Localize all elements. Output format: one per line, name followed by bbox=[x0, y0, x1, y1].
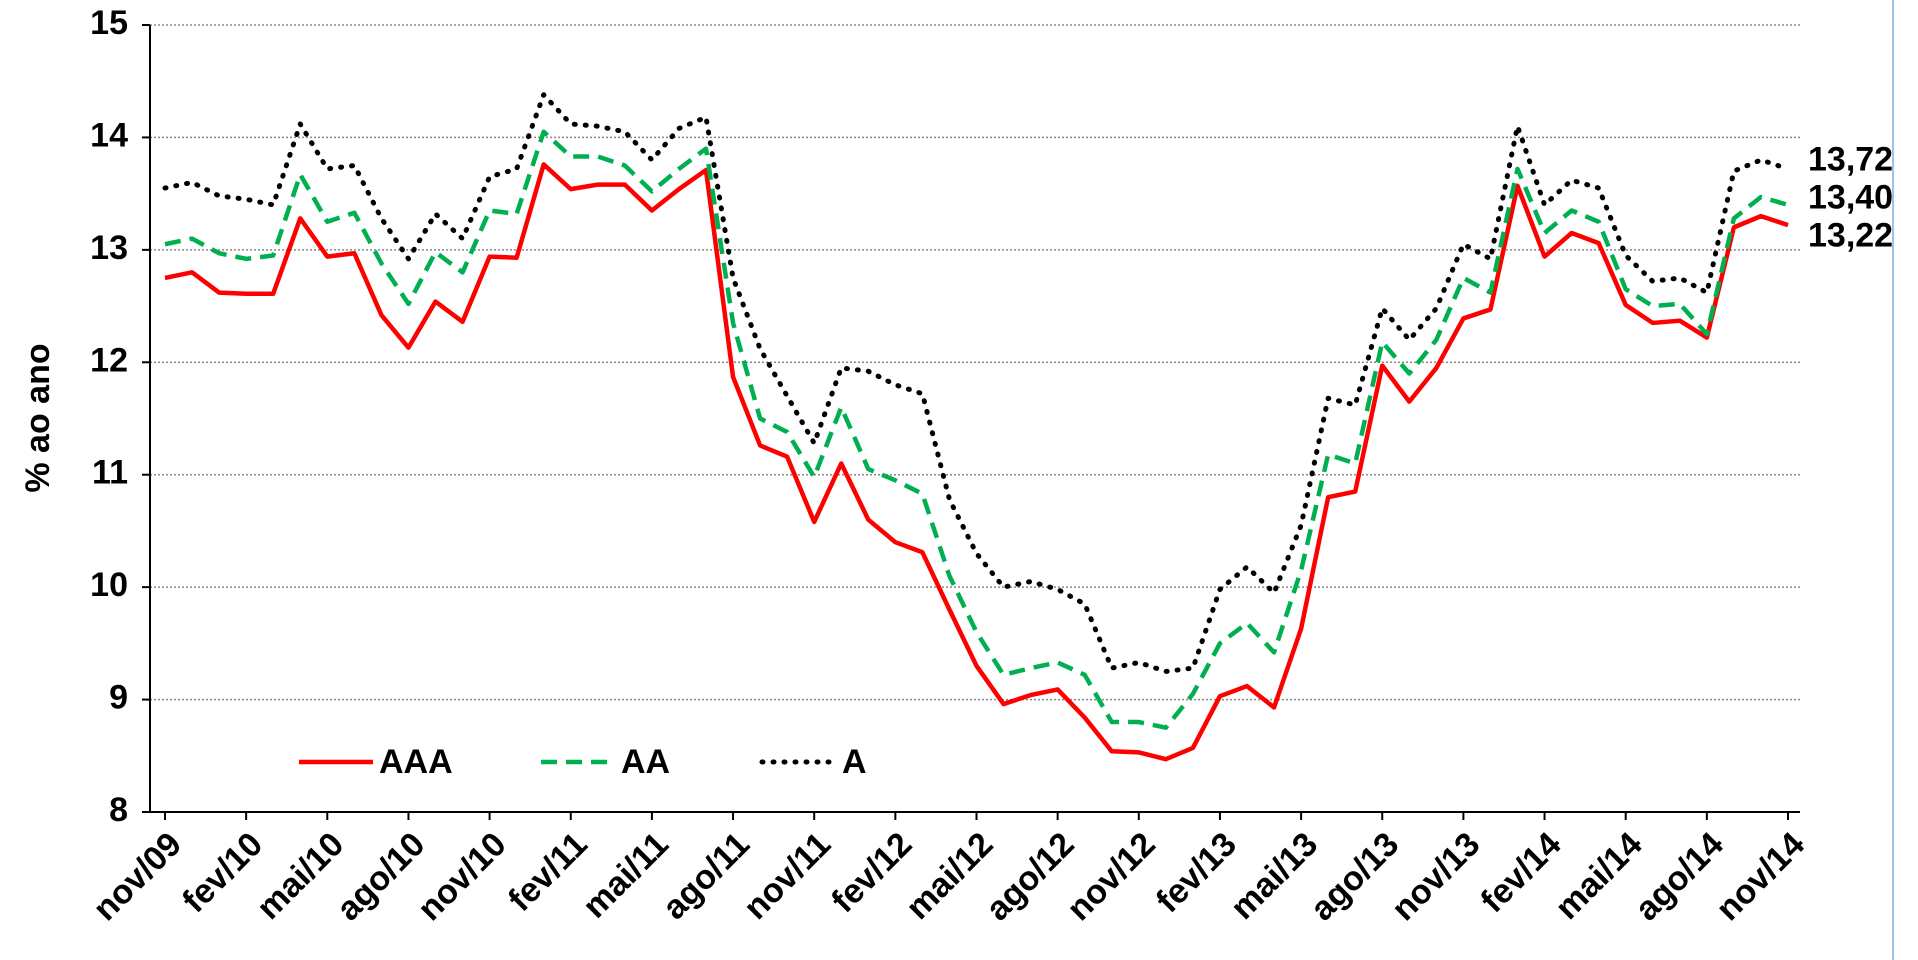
x-tick-label: nov/12 bbox=[1060, 825, 1163, 928]
x-tick-label: mai/13 bbox=[1223, 825, 1325, 927]
y-tick-label: 11 bbox=[92, 454, 128, 492]
y-tick-label: 8 bbox=[109, 791, 128, 829]
x-tick-label: nov/11 bbox=[736, 825, 838, 927]
value-label: 13,72 bbox=[1808, 141, 1893, 179]
x-tick-label: ago/10 bbox=[329, 825, 432, 928]
x-tick-label: ago/13 bbox=[1303, 825, 1406, 928]
y-axis-title: % ao ano bbox=[19, 343, 57, 492]
y-tick-label: 14 bbox=[90, 116, 128, 154]
legend-label: A bbox=[842, 743, 867, 781]
x-tick-label: nov/14 bbox=[1709, 825, 1812, 928]
x-tick-label: mai/14 bbox=[1548, 825, 1650, 927]
x-tick-label: ago/11 bbox=[655, 825, 757, 927]
x-tick-label: mai/11 bbox=[576, 825, 676, 925]
x-tick-label: nov/10 bbox=[411, 825, 514, 928]
x-tick-label: ago/14 bbox=[1628, 825, 1731, 928]
legend-label: AA bbox=[621, 743, 670, 781]
y-tick-label: 12 bbox=[90, 341, 128, 379]
series-line bbox=[164, 162, 1789, 762]
value-label: 13,40 bbox=[1808, 179, 1893, 217]
series-line bbox=[164, 129, 1789, 730]
value-label: 13,22 bbox=[1808, 217, 1893, 255]
y-tick-label: 15 bbox=[90, 4, 128, 42]
legend-label: AAA bbox=[379, 743, 453, 781]
x-tick-label: nov/09 bbox=[86, 825, 189, 928]
y-tick-label: 13 bbox=[90, 229, 128, 267]
x-tick-label: ago/12 bbox=[979, 825, 1082, 928]
x-tick-label: mai/12 bbox=[899, 825, 1001, 927]
y-tick-label: 10 bbox=[90, 566, 128, 604]
y-tick-label: 9 bbox=[109, 679, 128, 717]
x-tick-label: nov/13 bbox=[1384, 825, 1487, 928]
x-tick-label: mai/10 bbox=[250, 825, 352, 927]
series-line bbox=[162, 92, 1791, 674]
